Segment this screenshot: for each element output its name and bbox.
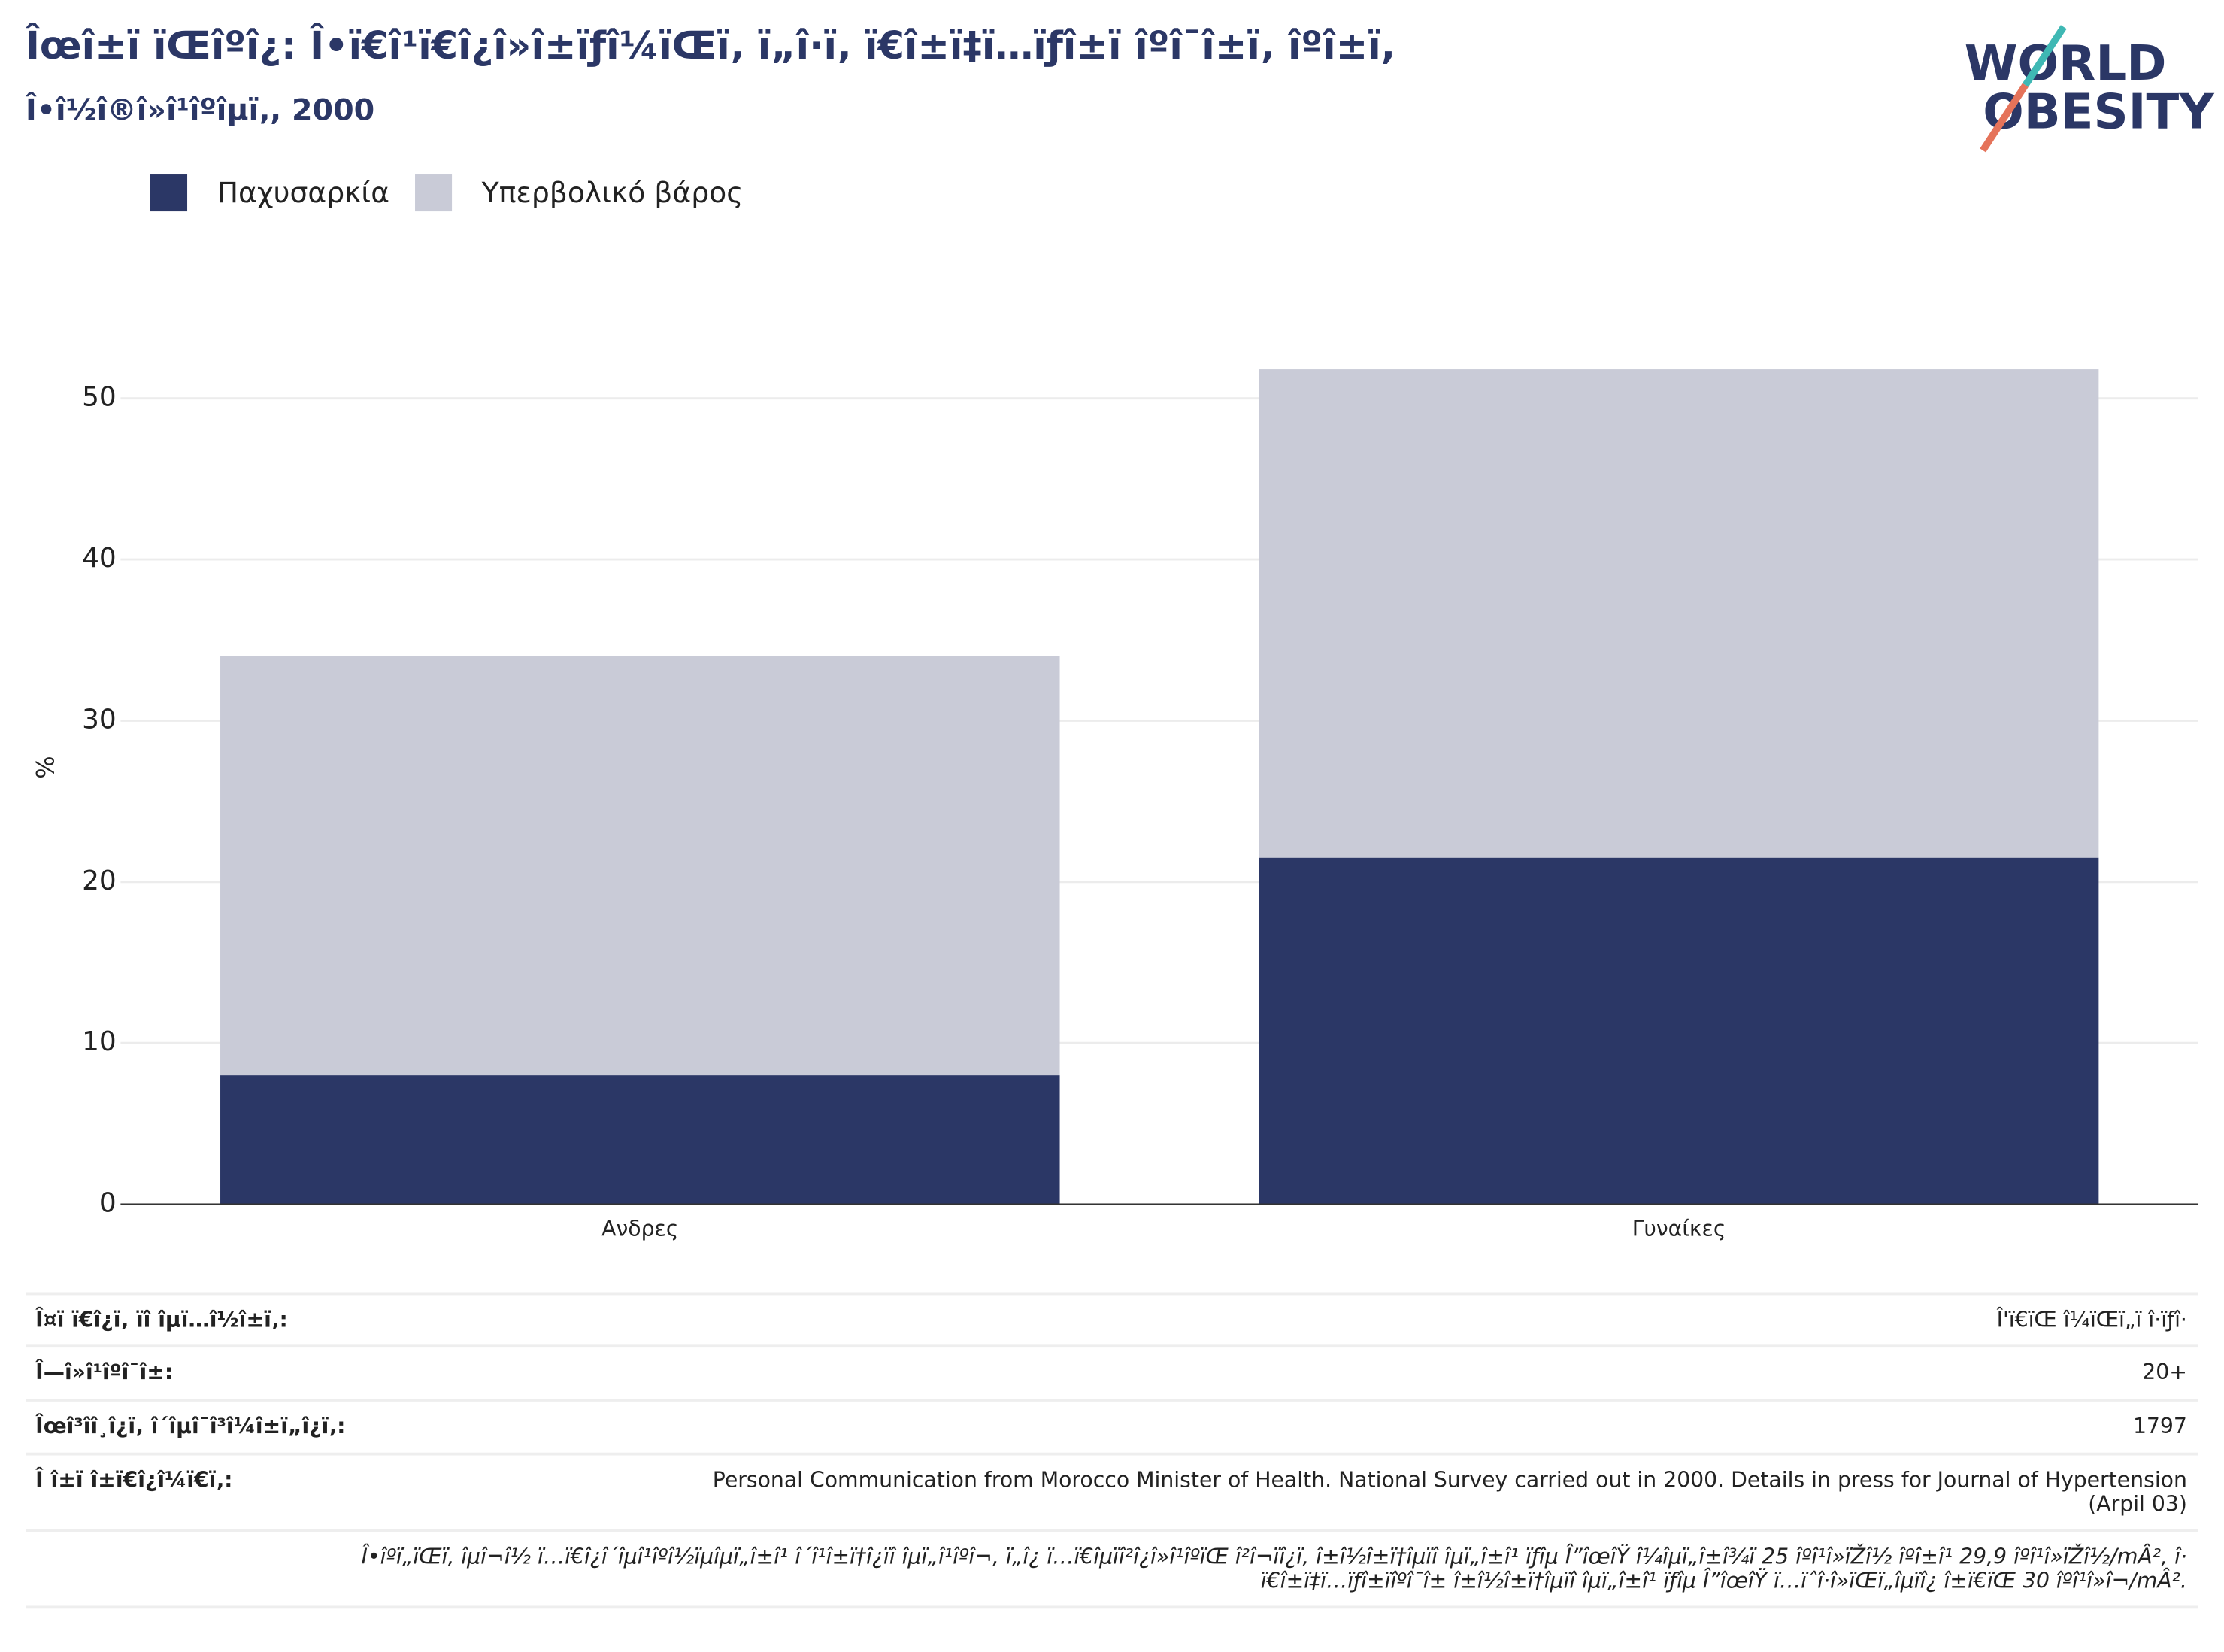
table-value: Î'ï€ïŒ î¼ïŒï„ï î·ïƒî·	[1996, 1306, 2187, 1332]
table-value: Personal Communication from Morocco Mini…	[713, 1467, 2187, 1492]
footnote: Î•îºï„ïŒï‚ îµî¬î½ ï…ï€î¿î´îµî¹îºî½ïµîµï„…	[362, 1543, 2187, 1569]
y-tick-label: 10	[82, 1026, 117, 1057]
logo-slash	[1980, 83, 2029, 153]
logo-text: WORLD	[1965, 35, 2167, 92]
table-label: Î—î»î¹îºî¯î±:	[35, 1359, 173, 1384]
table-value: 1797	[2133, 1414, 2187, 1438]
footnote: ï€î±ï‡ï…ïƒî±ïîºî¯î± î±î½î±ï†îµïî îµï„î±î…	[1261, 1567, 2187, 1593]
bar-segment	[220, 656, 1060, 1076]
legend-label: Παχυσαρκία	[217, 176, 389, 209]
y-tick-label: 40	[82, 543, 117, 574]
logo-slash	[2022, 25, 2067, 87]
x-tick-label: Γυναίκες	[1632, 1217, 1726, 1241]
y-tick-label: 0	[99, 1188, 117, 1219]
bar-segment	[1259, 857, 2099, 1205]
chart-subtitle: Î•î½î®î»î¹îºîµï‚, 2000	[26, 92, 374, 128]
legend-label: Υπερβολικό βάρος	[481, 176, 744, 209]
y-tick-label: 50	[82, 382, 117, 413]
table-label: Îœî³î­î¸î¿ï‚ î´îµî¯î³î¼î±ï„î¿ï‚:	[35, 1413, 345, 1438]
table-value: 20+	[2142, 1359, 2187, 1384]
y-tick-label: 30	[82, 704, 117, 735]
bar-segment	[1259, 369, 2099, 858]
table-label: Î î±ï î±ï€î¿î¼ï€ï‚:	[35, 1466, 232, 1492]
y-axis-label: %	[31, 756, 59, 778]
x-tick-label: Ανδρες	[601, 1217, 678, 1241]
table-value: (Arpil 03)	[2088, 1492, 2187, 1517]
bar-segment	[220, 1075, 1060, 1205]
legend-swatch	[150, 174, 188, 212]
logo: WORLD OBESITY	[1965, 25, 2215, 153]
y-tick-label: 20	[82, 865, 117, 896]
legend-swatch	[415, 174, 453, 212]
table-label: Î¤ï ï€î¿ï‚ ïî îµï…î½î±ï‚:	[35, 1306, 288, 1332]
chart-title: Îœî±ï ïŒîºî¿: Î•ï€î¹ï€î¿î»î±ïƒî¼ïŒï‚ ï„î…	[26, 23, 1395, 68]
